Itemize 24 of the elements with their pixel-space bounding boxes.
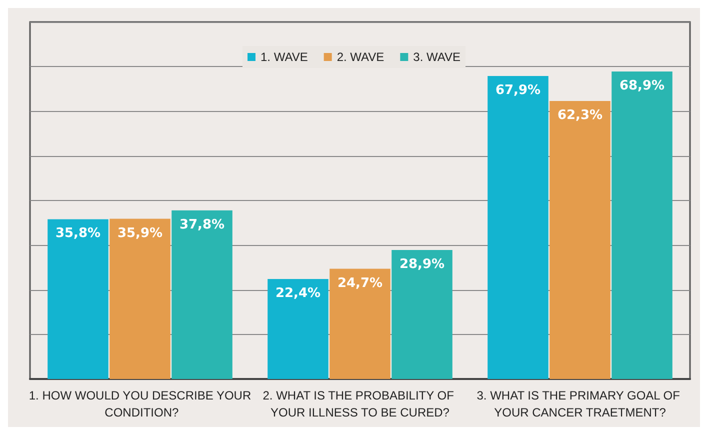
data-label: 62,3%: [557, 108, 603, 123]
bar: [488, 76, 548, 379]
bar: [392, 250, 452, 379]
bar: [330, 268, 390, 379]
data-label: 67,9%: [495, 82, 541, 98]
legend-label: 1. WAVE: [260, 50, 308, 64]
data-label: 28,9%: [399, 257, 445, 272]
bar: [110, 218, 170, 379]
bar: [612, 72, 672, 379]
x-tick-label: 2. WHAT IS THE PROBABILITY OF YOUR ILLNESS TO BE CURED?: [262, 388, 458, 420]
x-tick-label: 3. WHAT IS THE PRIMARY GOAL OF YOUR CANCER TRAETMENT?: [476, 388, 684, 420]
data-label: 22,4%: [275, 286, 321, 302]
bar: [48, 219, 108, 379]
data-label: 68,9%: [619, 78, 665, 94]
data-label: 35,8%: [55, 226, 101, 242]
bar: [550, 100, 610, 379]
legend-label: 3. WAVE: [413, 50, 461, 64]
data-label: 24,7%: [337, 276, 383, 291]
legend-label: 2. WAVE: [336, 50, 384, 64]
bar: [172, 210, 232, 379]
bar: [268, 279, 328, 379]
data-label: 37,8%: [179, 217, 225, 232]
data-label: 35,9%: [117, 226, 163, 241]
x-tick-label: 1. HOW WOULD YOU DESCRIBE YOUR CONDITION?: [28, 388, 252, 420]
